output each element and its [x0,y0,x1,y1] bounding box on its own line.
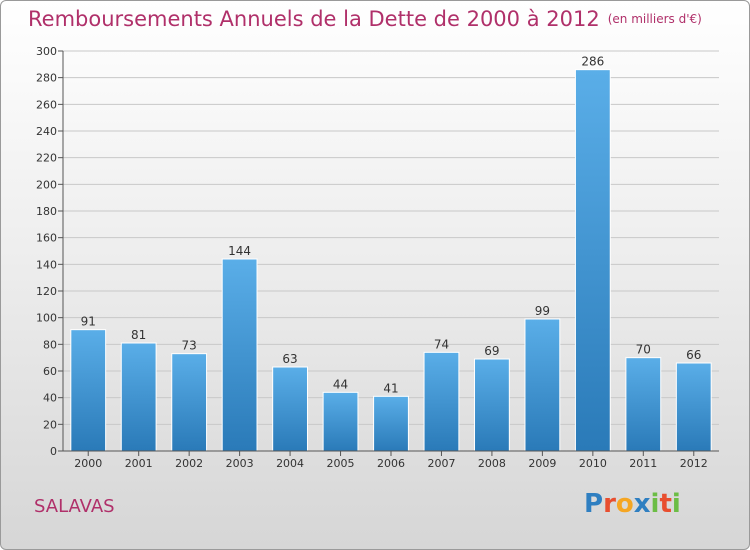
logo-letter: r [603,489,616,519]
x-tick-label-2003: 2003 [226,457,254,470]
x-tick-label-2011: 2011 [629,457,657,470]
x-axis: 2000 2001 2002 2003 2004 2005 2006 2007 2008 2009… [63,450,719,470]
chart-unit: (en milliers d'€) [607,12,702,26]
x-tick-label-2005: 2005 [327,457,355,470]
bar-2007 [423,351,460,452]
x-tick-label-2004: 2004 [276,457,304,470]
value-label-2004: 63 [282,352,297,366]
bar-2000 [70,329,107,452]
bar-2009 [524,318,561,452]
bar-2012 [675,362,712,452]
x-tick-label-2008: 2008 [478,457,506,470]
bar-2002 [171,353,208,452]
value-label-2002: 73 [182,339,197,353]
value-label-2012: 66 [686,348,701,362]
x-tick-label-2000: 2000 [74,457,102,470]
bar-2006 [373,395,409,452]
x-tick-label-2010: 2010 [579,457,607,470]
bar-2010 [574,69,611,452]
bar-2008 [474,358,510,452]
logo-letter: i [671,489,681,519]
y-tick-label: 180 [36,205,57,218]
value-label-2000: 91 [81,315,96,329]
logo-letter: t [659,489,672,519]
bar-2004 [272,366,308,452]
value-label-2010: 286 [581,55,604,69]
logo-letter: P [584,489,604,519]
proxiti-logo: Proxiti [584,489,681,519]
value-label-2009: 99 [535,304,550,318]
y-tick-label: 20 [43,418,57,431]
value-label-2008: 69 [484,344,499,358]
x-tick-label-2007: 2007 [427,457,455,470]
logo-letter: o [615,489,634,519]
value-label-2005: 44 [333,377,348,391]
y-tick-label: 300 [36,45,57,58]
y-tick-label: 260 [36,98,57,111]
bar-2011 [625,357,662,452]
y-tick-label: 80 [43,338,57,351]
y-tick-label: 200 [36,178,57,191]
bar-2001 [120,342,157,452]
y-tick-label: 100 [36,312,57,325]
commune-name: SALAVAS [34,496,115,517]
y-tick-label: 220 [36,152,57,165]
logo-letter: x [633,489,651,519]
x-tick-label-2006: 2006 [377,457,405,470]
y-tick-label: 160 [36,232,57,245]
value-label-2001: 81 [131,328,146,342]
value-label-2006: 41 [383,381,398,395]
x-tick-label-2002: 2002 [175,457,203,470]
x-tick-label-2001: 2001 [125,457,153,470]
value-label-2011: 70 [636,343,651,357]
x-tick-label-2012: 2012 [680,457,708,470]
y-tick-label: 280 [36,72,57,85]
y-tick-label: 140 [36,258,57,271]
chart-title-text: Remboursements Annuels de la Dette de 20… [28,7,600,31]
y-tick-label: 120 [36,285,57,298]
value-label-2003: 144 [228,244,251,258]
value-label-2007: 74 [434,337,449,351]
y-axis: 0 20 40 60 80 100 120 140 160 180 200 220 240 260 280 3… [36,45,64,458]
y-tick-label: 0 [50,445,57,458]
bar-2003 [221,258,258,452]
y-tick-label: 40 [43,392,57,405]
bars: 91 81 73 144 63 44 41 74 69 99 286 70 66 [70,55,712,452]
bar-2005 [322,391,359,452]
y-tick-label: 240 [36,125,57,138]
x-tick-label-2009: 2009 [528,457,556,470]
y-tick-label: 60 [43,365,57,378]
chart-title: Remboursements Annuels de la Dette de 20… [28,7,702,31]
logo-letter: i [650,489,660,519]
